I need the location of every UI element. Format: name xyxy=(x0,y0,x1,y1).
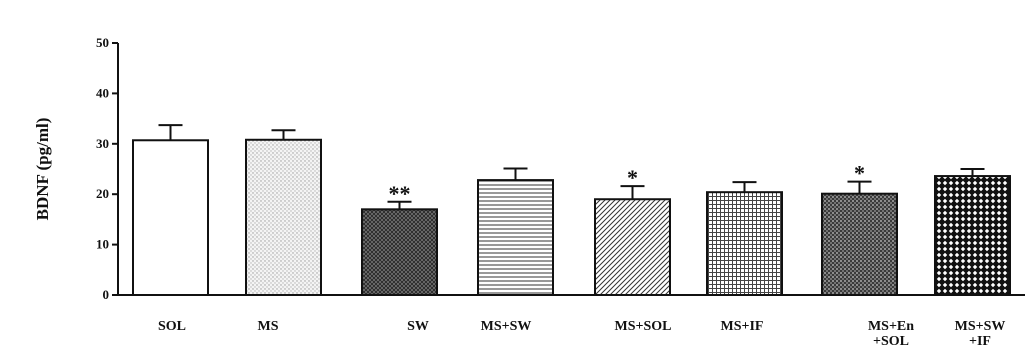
category-label: SW xyxy=(407,319,429,334)
category-label: MS+SW xyxy=(955,319,1006,334)
bar xyxy=(934,175,1011,296)
bar xyxy=(706,191,783,297)
category-label: MS+SOL xyxy=(615,319,672,334)
bar xyxy=(821,192,898,296)
significance-marker: * xyxy=(627,165,638,190)
y-axis-title: BDNF (pg/ml) xyxy=(33,118,52,221)
y-tick-label: 20 xyxy=(96,186,109,201)
bar xyxy=(361,208,438,297)
y-tick-label: 10 xyxy=(96,237,109,252)
y-tick-label: 0 xyxy=(103,287,110,302)
bar xyxy=(477,179,554,296)
category-label: MS+En xyxy=(868,319,914,334)
category-label: +IF xyxy=(969,334,991,345)
significance-marker: ** xyxy=(389,181,411,206)
bars: SOL MS ** SW MS+SW * MS+SOL MS+IF * MS+En+SOL MS+S… xyxy=(132,124,1011,345)
significance-marker: * xyxy=(854,161,865,186)
y-tick-label: 50 xyxy=(96,35,109,50)
bar xyxy=(245,138,322,296)
y-tick-label: 30 xyxy=(96,136,109,151)
category-label: MS xyxy=(258,319,279,334)
category-label: MS+SW xyxy=(481,319,532,334)
y-tick-label: 40 xyxy=(96,85,109,100)
category-label: SOL xyxy=(158,319,186,334)
bar xyxy=(132,139,209,296)
category-label: MS+IF xyxy=(721,319,764,334)
bar xyxy=(594,198,671,297)
category-label: +SOL xyxy=(873,334,909,345)
